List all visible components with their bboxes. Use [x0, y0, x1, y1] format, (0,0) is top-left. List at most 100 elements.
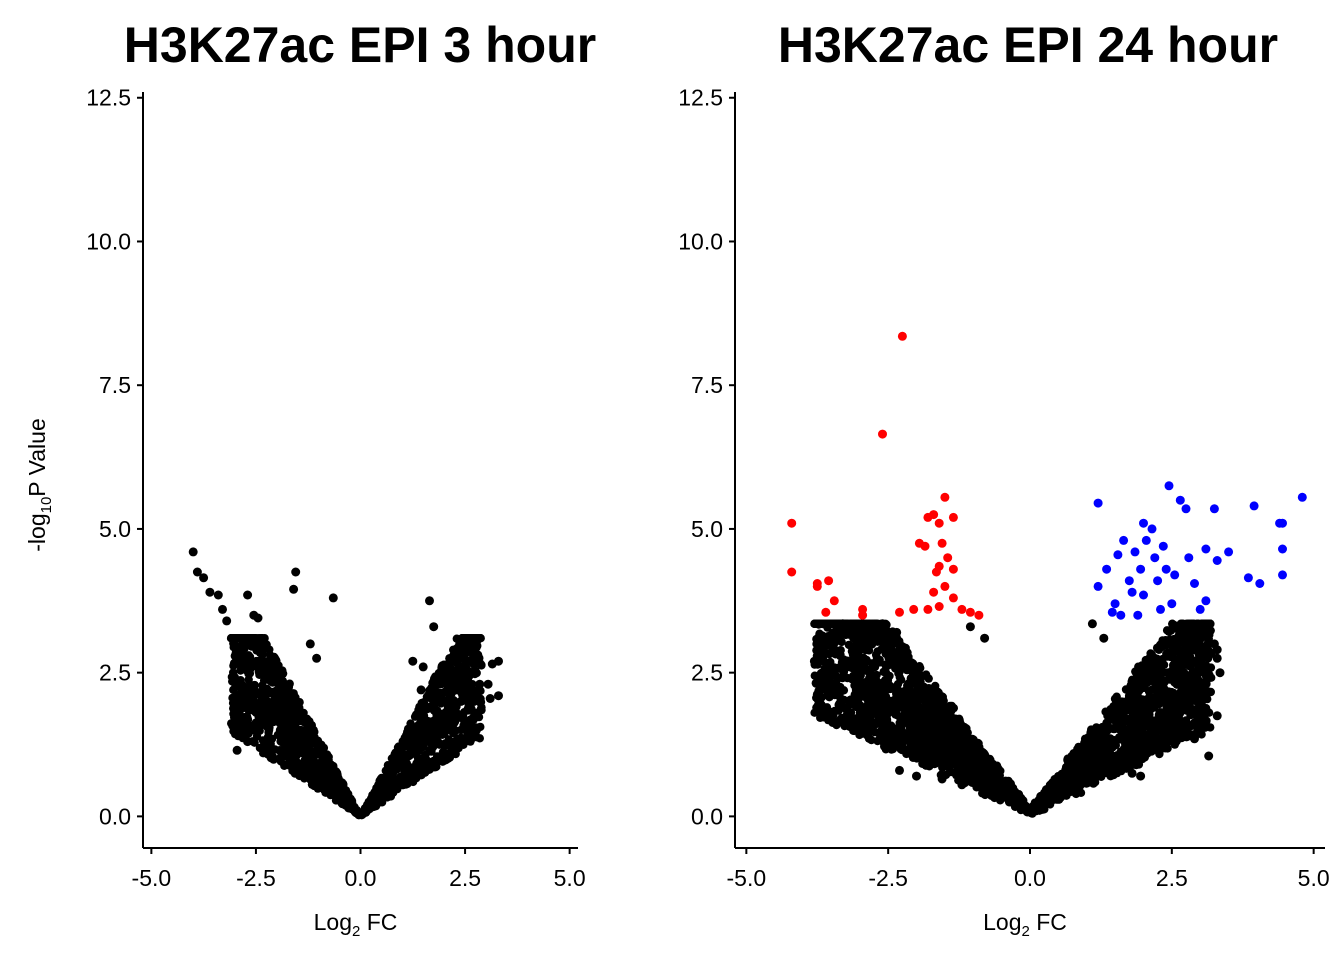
data-point — [863, 719, 872, 728]
data-point — [988, 760, 997, 769]
data-point — [920, 541, 930, 551]
data-point — [913, 683, 922, 692]
data-point — [326, 790, 335, 800]
data-point — [1190, 734, 1199, 744]
data-point — [298, 726, 307, 735]
data-point — [885, 641, 894, 651]
data-point — [848, 649, 858, 659]
data-point — [924, 684, 933, 693]
x-tick-label: 0.0 — [345, 865, 377, 891]
data-point — [315, 768, 325, 777]
data-point — [433, 706, 442, 715]
data-point — [895, 700, 904, 710]
data-point — [813, 692, 823, 701]
data-point — [370, 788, 379, 797]
data-point — [1206, 650, 1215, 659]
data-point — [844, 708, 853, 717]
data-point — [375, 777, 385, 787]
data-point — [934, 602, 944, 611]
data-point — [1212, 645, 1222, 655]
data-point — [471, 666, 480, 675]
data-point — [305, 764, 314, 774]
data-point — [858, 712, 868, 721]
background-points — [226, 634, 486, 820]
data-point — [863, 636, 873, 646]
data-point — [346, 802, 355, 811]
data-point — [996, 766, 1005, 776]
data-point — [883, 661, 893, 670]
data-point — [905, 694, 915, 703]
data-point — [262, 710, 272, 719]
data-point — [859, 653, 868, 663]
data-point — [943, 722, 952, 731]
data-point — [440, 709, 449, 718]
data-point — [809, 656, 819, 666]
data-point — [1154, 744, 1163, 754]
data-point — [419, 737, 429, 746]
data-point — [1181, 504, 1191, 514]
data-point — [264, 663, 273, 673]
data-point — [282, 760, 292, 769]
data-point — [965, 607, 975, 617]
data-point — [812, 581, 822, 591]
data-point — [1201, 717, 1211, 726]
series-2 — [787, 331, 984, 620]
data-point — [343, 792, 352, 801]
data-point — [1093, 581, 1103, 591]
data-point — [302, 716, 312, 725]
background-points — [810, 619, 1216, 818]
data-point — [955, 773, 964, 782]
data-point — [1164, 481, 1174, 491]
data-point — [1204, 751, 1214, 761]
data-point — [1087, 619, 1097, 629]
data-point — [1175, 495, 1185, 505]
data-point — [1089, 726, 1099, 735]
data-point — [324, 759, 334, 768]
data-point — [1107, 607, 1117, 617]
data-point — [1118, 707, 1127, 716]
data-point — [276, 736, 286, 745]
data-point — [1186, 703, 1195, 712]
data-point — [338, 781, 347, 790]
data-point — [1184, 553, 1194, 563]
data-point — [289, 584, 299, 594]
data-point — [1249, 501, 1259, 511]
chart-panel-1: H3K27ac EPI 3 hour0.02.55.07.510.012.5-5… — [24, 17, 596, 940]
data-point — [921, 697, 931, 706]
x-tick-label: 5.0 — [554, 865, 586, 891]
data-point — [913, 732, 923, 741]
data-point — [264, 703, 273, 713]
data-point — [826, 657, 835, 667]
data-point — [1182, 719, 1192, 728]
data-point — [1167, 625, 1176, 634]
data-point — [787, 567, 797, 577]
data-point — [824, 576, 834, 586]
data-point — [1117, 730, 1126, 740]
y-axis-label: -log10P Value — [24, 418, 55, 551]
data-point — [278, 729, 288, 738]
data-point — [878, 721, 887, 731]
chart-title: H3K27ac EPI 3 hour — [124, 17, 596, 73]
data-point — [425, 765, 434, 774]
data-point — [1136, 771, 1146, 781]
data-point — [244, 669, 253, 678]
data-point — [948, 564, 958, 574]
data-point — [931, 759, 940, 768]
data-point — [477, 661, 486, 670]
data-point — [476, 686, 485, 696]
data-point — [265, 672, 274, 681]
data-point — [1183, 673, 1193, 682]
data-point — [1136, 672, 1146, 681]
data-point — [858, 610, 868, 620]
data-point — [391, 752, 400, 762]
y-tick-label: 5.0 — [691, 516, 723, 542]
data-point — [911, 743, 920, 752]
data-point — [1125, 719, 1135, 728]
data-point — [948, 593, 958, 603]
data-point — [266, 753, 276, 763]
data-point — [244, 706, 254, 715]
data-point — [923, 604, 933, 614]
data-point — [887, 721, 896, 730]
data-point — [1178, 683, 1187, 692]
data-point — [855, 730, 864, 740]
